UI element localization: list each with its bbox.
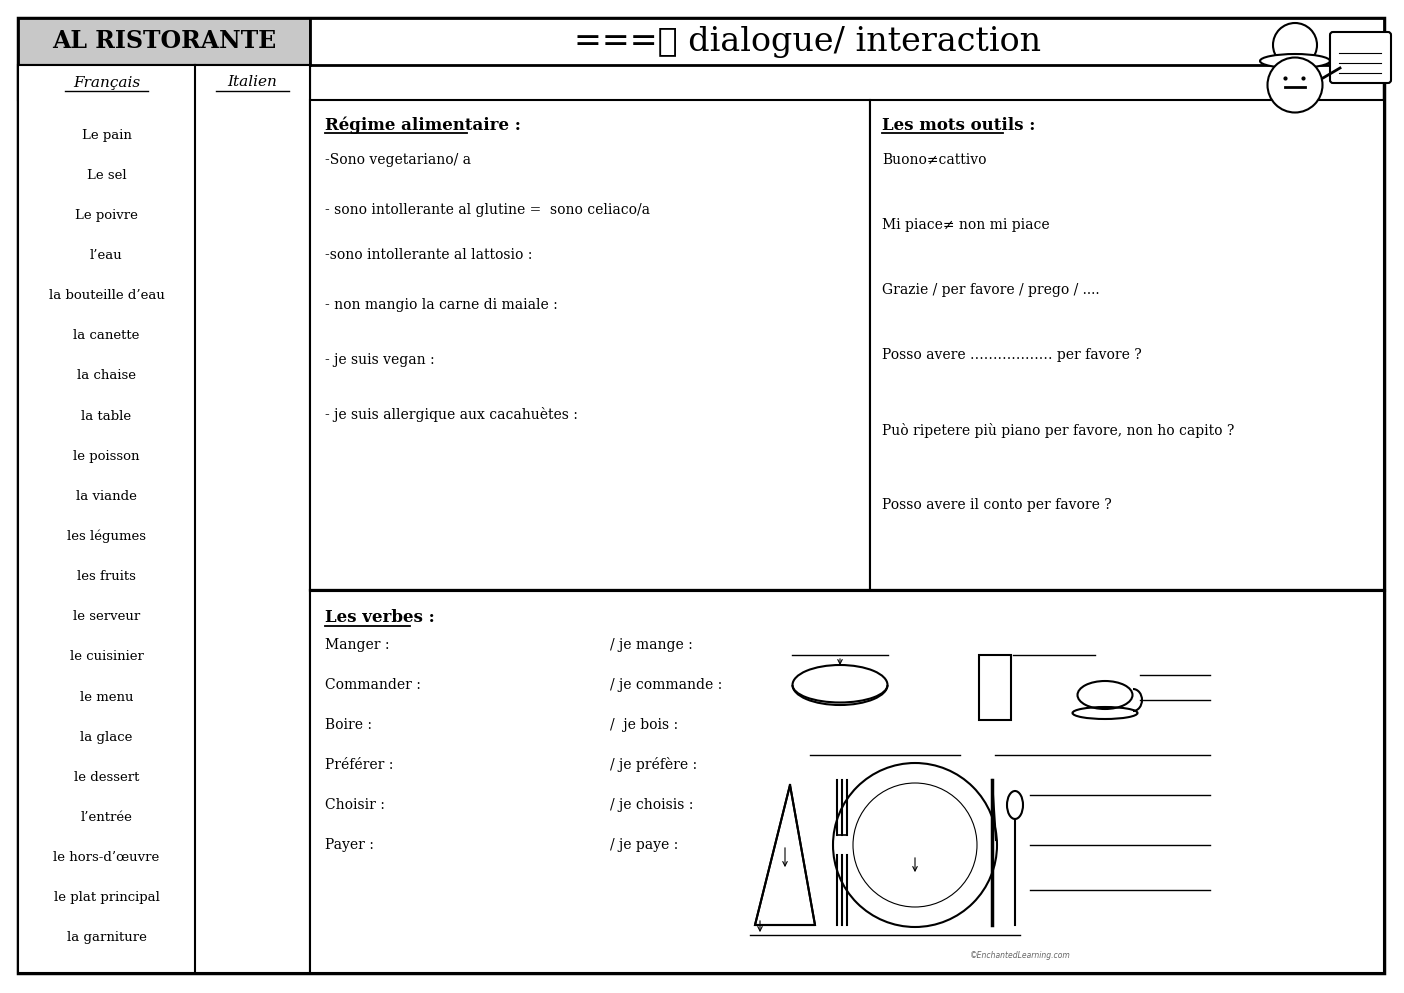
Text: Le sel: Le sel — [87, 169, 126, 182]
Ellipse shape — [1268, 58, 1323, 112]
Text: Français: Français — [73, 75, 140, 89]
Text: la glace: la glace — [80, 731, 133, 744]
Text: Posso avere ……………… per favore ?: Posso avere ……………… per favore ? — [882, 348, 1141, 362]
Text: l’entrée: l’entrée — [80, 811, 132, 824]
Text: Le poivre: Le poivre — [74, 209, 138, 221]
Text: Posso avere il conto per favore ?: Posso avere il conto per favore ? — [882, 498, 1112, 512]
Text: AL RISTORANTE: AL RISTORANTE — [52, 30, 277, 54]
Text: Régime alimentaire :: Régime alimentaire : — [324, 116, 521, 134]
Text: les fruits: les fruits — [77, 570, 136, 583]
Bar — [979, 655, 1011, 720]
Bar — [310, 590, 1384, 973]
Text: la chaise: la chaise — [77, 369, 136, 382]
Text: le cuisinier: le cuisinier — [70, 650, 143, 663]
Text: la viande: la viande — [76, 490, 138, 502]
Text: - je suis allergique aux cacahuètes :: - je suis allergique aux cacahuètes : — [324, 407, 578, 422]
Text: / je mange :: / je mange : — [609, 638, 692, 652]
Text: Mi piace≠ non mi piace: Mi piace≠ non mi piace — [882, 218, 1050, 232]
Text: Choisir :: Choisir : — [324, 798, 385, 812]
Bar — [310, 100, 870, 590]
Text: la table: la table — [81, 409, 132, 423]
Bar — [18, 65, 310, 973]
Text: /  je bois :: / je bois : — [609, 718, 678, 732]
Text: Italien: Italien — [227, 75, 278, 89]
Circle shape — [1273, 23, 1317, 67]
Text: ©EnchantedLearning.com: ©EnchantedLearning.com — [970, 950, 1070, 959]
Bar — [310, 18, 1384, 65]
Text: - non mangio la carne di maiale :: - non mangio la carne di maiale : — [324, 298, 557, 312]
Text: ===≫ dialogue/ interaction: ===≫ dialogue/ interaction — [573, 26, 1040, 58]
Text: Préférer :: Préférer : — [324, 758, 393, 772]
Text: la canette: la canette — [73, 330, 139, 343]
Bar — [870, 100, 1384, 590]
Text: la bouteille d’eau: la bouteille d’eau — [49, 289, 164, 302]
Text: le menu: le menu — [80, 690, 133, 704]
Text: Payer :: Payer : — [324, 838, 373, 852]
Bar — [18, 18, 310, 65]
Text: Le pain: Le pain — [81, 128, 132, 142]
Text: l’eau: l’eau — [90, 249, 124, 262]
Text: la garniture: la garniture — [66, 931, 146, 944]
Ellipse shape — [1259, 54, 1330, 68]
Text: Può ripetere più piano per favore, non ho capito ?: Può ripetere più piano per favore, non h… — [882, 422, 1234, 438]
Bar — [18, 65, 195, 100]
Text: / je préfère :: / je préfère : — [609, 758, 698, 773]
FancyBboxPatch shape — [1330, 32, 1391, 83]
Text: - je suis vegan :: - je suis vegan : — [324, 353, 435, 367]
Text: le hors-d’œuvre: le hors-d’œuvre — [53, 851, 160, 864]
Text: Les verbes :: Les verbes : — [324, 610, 435, 627]
Text: Boire :: Boire : — [324, 718, 372, 732]
Text: - sono intollerante al glutine =  sono celiaco/a: - sono intollerante al glutine = sono ce… — [324, 203, 650, 217]
Text: Grazie / per favore / prego / ....: Grazie / per favore / prego / .... — [882, 283, 1099, 297]
Text: -sono intollerante al lattosio :: -sono intollerante al lattosio : — [324, 248, 532, 262]
Text: le serveur: le serveur — [73, 611, 140, 624]
Text: / je commande :: / je commande : — [609, 678, 722, 692]
Text: / je choisis :: / je choisis : — [609, 798, 694, 812]
Text: / je paye :: / je paye : — [609, 838, 678, 852]
Text: les légumes: les légumes — [67, 529, 146, 543]
Text: Buono≠cattivo: Buono≠cattivo — [882, 153, 987, 167]
Bar — [195, 65, 310, 100]
Text: -Sono vegetariano/ a: -Sono vegetariano/ a — [324, 153, 470, 167]
Text: le plat principal: le plat principal — [53, 892, 160, 905]
Text: Manger :: Manger : — [324, 638, 389, 652]
Text: Commander :: Commander : — [324, 678, 421, 692]
Text: le dessert: le dessert — [74, 771, 139, 783]
Text: le poisson: le poisson — [73, 450, 140, 463]
Text: Les mots outils :: Les mots outils : — [882, 116, 1035, 133]
